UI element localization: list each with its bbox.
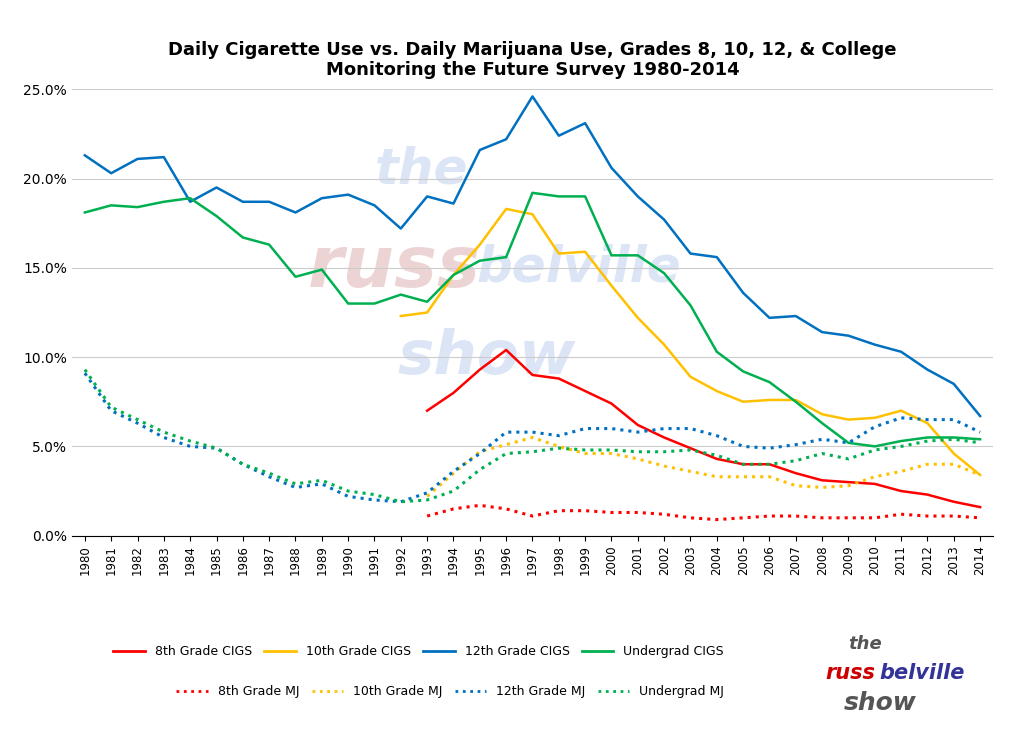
Text: show: show — [397, 327, 575, 387]
Text: belville: belville — [879, 664, 965, 683]
Text: belville: belville — [476, 244, 681, 292]
Text: show: show — [844, 691, 918, 715]
Legend: 8th Grade MJ, 10th Grade MJ, 12th Grade MJ, Undergrad MJ: 8th Grade MJ, 10th Grade MJ, 12th Grade … — [171, 680, 729, 703]
Text: russ: russ — [825, 664, 874, 683]
Text: the: the — [849, 635, 882, 652]
Title: Daily Cigarette Use vs. Daily Marijuana Use, Grades 8, 10, 12, & College
Monitor: Daily Cigarette Use vs. Daily Marijuana … — [168, 41, 897, 80]
Text: russ: russ — [308, 234, 480, 302]
Text: the: the — [375, 146, 469, 193]
